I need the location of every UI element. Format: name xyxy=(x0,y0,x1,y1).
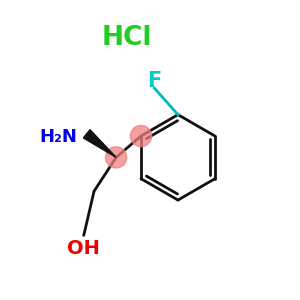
Circle shape xyxy=(106,147,127,168)
Polygon shape xyxy=(83,130,116,158)
Text: H₂N: H₂N xyxy=(40,128,78,146)
Text: HCl: HCl xyxy=(101,25,152,51)
Text: F: F xyxy=(147,71,161,91)
Circle shape xyxy=(130,125,152,147)
Text: OH: OH xyxy=(67,239,100,258)
